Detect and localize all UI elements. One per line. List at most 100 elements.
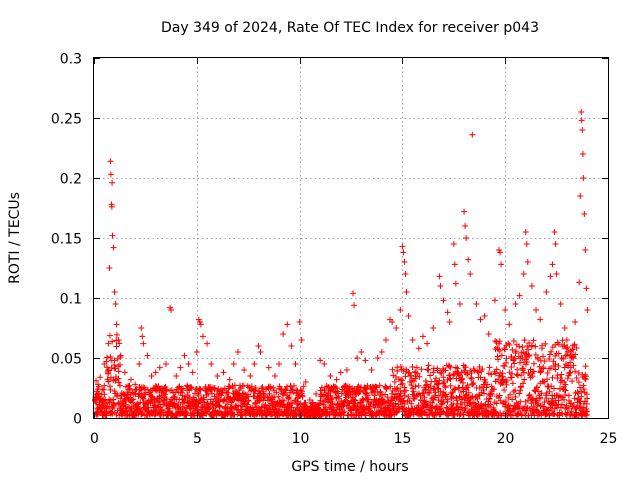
data-point [117,353,124,360]
data-point [280,391,287,398]
data-point [93,377,100,384]
data-point [138,325,145,331]
data-point [239,411,246,418]
data-point [500,376,507,383]
data-point [189,369,196,376]
data-point [113,337,120,344]
data-point [495,376,502,383]
data-point [197,397,204,404]
data-point [408,400,415,407]
data-point [561,396,568,403]
data-point [432,375,439,382]
data-point [505,394,512,401]
data-point [288,343,295,349]
data-point [459,375,466,382]
data-point [113,343,120,350]
data-point [462,223,469,229]
data-point [467,271,474,277]
data-point [448,393,455,400]
data-point [156,364,163,371]
data-point [392,391,399,398]
data-point [453,397,460,404]
data-point [394,367,401,374]
data-point [177,364,184,371]
data-point [440,374,447,381]
data-point [371,404,378,411]
data-point [140,340,147,347]
data-point [408,372,415,379]
data-point [583,400,590,407]
data-point [238,408,245,415]
data-point [173,373,180,379]
data-point [382,384,389,391]
data-point [185,361,192,367]
data-point [530,368,537,375]
data-point [180,385,187,392]
data-point [231,382,238,389]
data-point [443,404,450,411]
data-point [103,358,110,365]
data-point [410,378,417,385]
data-point [511,355,518,362]
data-point [368,367,375,373]
data-point [477,316,484,323]
data-point [485,331,492,337]
data-point [388,390,395,397]
data-point [343,367,350,373]
data-point [128,376,135,383]
y-tick-label: 0.3 [60,52,82,68]
data-point [297,401,304,408]
data-point [140,384,147,391]
data-point [537,316,544,323]
data-point [563,352,570,359]
data-point [455,405,462,412]
data-point [258,385,265,392]
data-point [496,392,503,399]
data-point [436,273,443,280]
data-point [252,385,259,392]
data-point [117,352,124,359]
data-point [518,405,525,412]
data-point [354,355,361,361]
data-point [424,340,431,347]
data-point [230,361,237,367]
y-tick-label: 0.2 [60,172,82,188]
data-point [562,381,569,388]
data-point [112,301,119,307]
data-point [424,366,431,373]
data-point [511,360,518,367]
data-point [512,301,519,307]
data-point [299,393,306,400]
data-point [341,408,348,415]
data-point [389,366,396,373]
data-point [358,349,365,355]
data-point [571,341,578,348]
data-point [415,382,422,389]
data-point [427,383,434,390]
data-point [290,389,297,396]
data-point [132,381,139,388]
data-point [456,385,463,392]
data-point [516,343,523,350]
data-point [444,309,451,316]
data-point [393,325,400,331]
data-point [418,366,425,373]
data-point [226,376,233,383]
data-point [530,360,537,367]
data-point [572,319,579,325]
data-point [107,158,114,165]
data-point [503,377,510,384]
data-point [103,364,110,371]
data-point [116,340,123,347]
data-point [423,398,430,405]
data-point [493,366,500,373]
data-point [469,381,476,388]
data-point [535,388,542,395]
data-point [351,396,358,403]
data-point [529,373,536,380]
data-point [507,391,514,398]
data-point [101,382,108,389]
data-point [492,409,499,416]
data-point [113,321,120,328]
data-point [105,367,112,374]
